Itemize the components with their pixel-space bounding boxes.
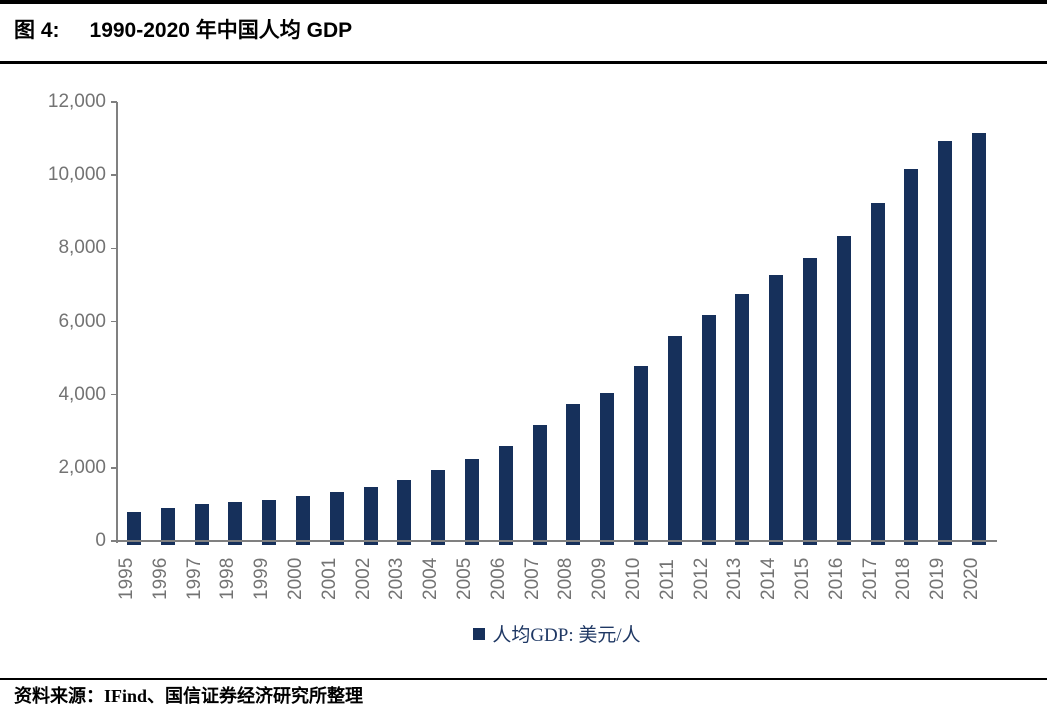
x-axis-label-2002: 2002 — [352, 557, 374, 600]
bar-2007 — [532, 424, 547, 545]
x-axis-label-2012: 2012 — [690, 557, 712, 600]
bar-2004 — [431, 470, 446, 545]
bar-2001 — [329, 491, 344, 545]
bar-chart: 1995 1996 1997 1998 1999 2000 2001 2002 2003 2004… — [47, 91, 997, 600]
x-axis-label-2014: 2014 — [758, 557, 780, 600]
bar-2013 — [735, 294, 750, 545]
bar-2000 — [295, 495, 310, 545]
x-axis-label-2019: 2019 — [927, 557, 949, 600]
bar-1995 — [126, 512, 141, 545]
y-axis-tick — [110, 393, 117, 396]
legend-series-label: 人均GDP: 美元/人 — [492, 625, 641, 646]
y-axis-line — [116, 101, 118, 543]
y-axis-label: 12,000 — [47, 91, 106, 112]
figure-title: 1990-2020 年中国人均 GDP — [89, 19, 353, 42]
x-axis-label-2006: 2006 — [487, 557, 509, 600]
x-axis-label-2009: 2009 — [589, 557, 611, 600]
x-axis-label-2015: 2015 — [792, 557, 814, 600]
y-axis-label: 0 — [95, 530, 106, 551]
y-axis-label: 10,000 — [47, 164, 106, 186]
y-axis-tick — [110, 101, 117, 103]
x-axis-label-2016: 2016 — [825, 557, 847, 600]
y-axis-label: 4,000 — [58, 383, 106, 405]
x-axis-label-2000: 2000 — [284, 557, 306, 600]
x-axis-label-2003: 2003 — [386, 557, 408, 600]
bar-2014 — [769, 274, 784, 545]
bar-2020 — [972, 132, 987, 545]
bar-2010 — [634, 366, 649, 545]
x-axis-label-2011: 2011 — [656, 559, 678, 600]
bar-2002 — [363, 487, 378, 545]
x-axis-label-1999: 1999 — [251, 557, 273, 600]
bar-2008 — [566, 404, 581, 545]
bar-2019 — [938, 141, 953, 545]
title-rule — [0, 61, 1047, 64]
bar-2017 — [870, 203, 885, 545]
figure-label: 图 4: — [14, 19, 60, 42]
x-axis-label-2013: 2013 — [724, 557, 746, 600]
y-axis-tick — [110, 540, 117, 542]
y-axis-label: 2,000 — [58, 456, 106, 478]
x-axis-label-2010: 2010 — [623, 557, 645, 600]
top-rule — [0, 0, 1047, 4]
y-axis-label: 8,000 — [58, 237, 106, 259]
x-axis-label-2008: 2008 — [555, 557, 577, 600]
bar-2006 — [498, 446, 513, 545]
bar-2012 — [701, 315, 716, 545]
y-axis-tick — [110, 247, 117, 250]
x-axis-label-2020: 2020 — [961, 557, 983, 600]
y-axis-tick — [110, 320, 117, 323]
x-axis-label-1998: 1998 — [217, 557, 239, 600]
x-axis-label-2018: 2018 — [893, 557, 915, 600]
figure-title-row: 图 4: 1990-2020 年中国人均 GDP — [14, 14, 352, 44]
bar-2005 — [464, 459, 479, 545]
x-axis-label-2005: 2005 — [453, 557, 475, 600]
footer-rule — [0, 678, 1047, 680]
x-axis-label-1995: 1995 — [115, 557, 137, 600]
x-axis-line — [116, 540, 997, 542]
data-source-note: 资料来源：IFind、国信证券经济研究所整理 — [14, 686, 364, 706]
chart-legend: 人均GDP: 美元/人 — [0, 620, 1047, 647]
legend-marker-swatch — [473, 627, 486, 640]
bar-2018 — [904, 169, 919, 545]
bar-2011 — [667, 336, 682, 545]
x-axis-label-1997: 1997 — [183, 557, 205, 600]
bar-2016 — [836, 235, 851, 545]
x-axis-label-1996: 1996 — [149, 557, 171, 600]
x-axis-label-2017: 2017 — [859, 557, 881, 600]
bar-2009 — [600, 392, 615, 545]
x-axis-label-2004: 2004 — [420, 557, 442, 600]
y-axis-tick — [110, 467, 117, 469]
bar-1996 — [160, 507, 175, 545]
bar-2003 — [397, 480, 412, 545]
bar-1997 — [194, 504, 209, 545]
bar-1998 — [228, 502, 243, 545]
y-axis-tick — [110, 174, 117, 176]
y-axis-label: 6,000 — [58, 310, 106, 332]
bar-1999 — [262, 499, 277, 545]
bar-2015 — [803, 257, 818, 545]
x-axis-label-2007: 2007 — [521, 557, 543, 600]
x-axis-label-2001: 2001 — [318, 557, 340, 600]
